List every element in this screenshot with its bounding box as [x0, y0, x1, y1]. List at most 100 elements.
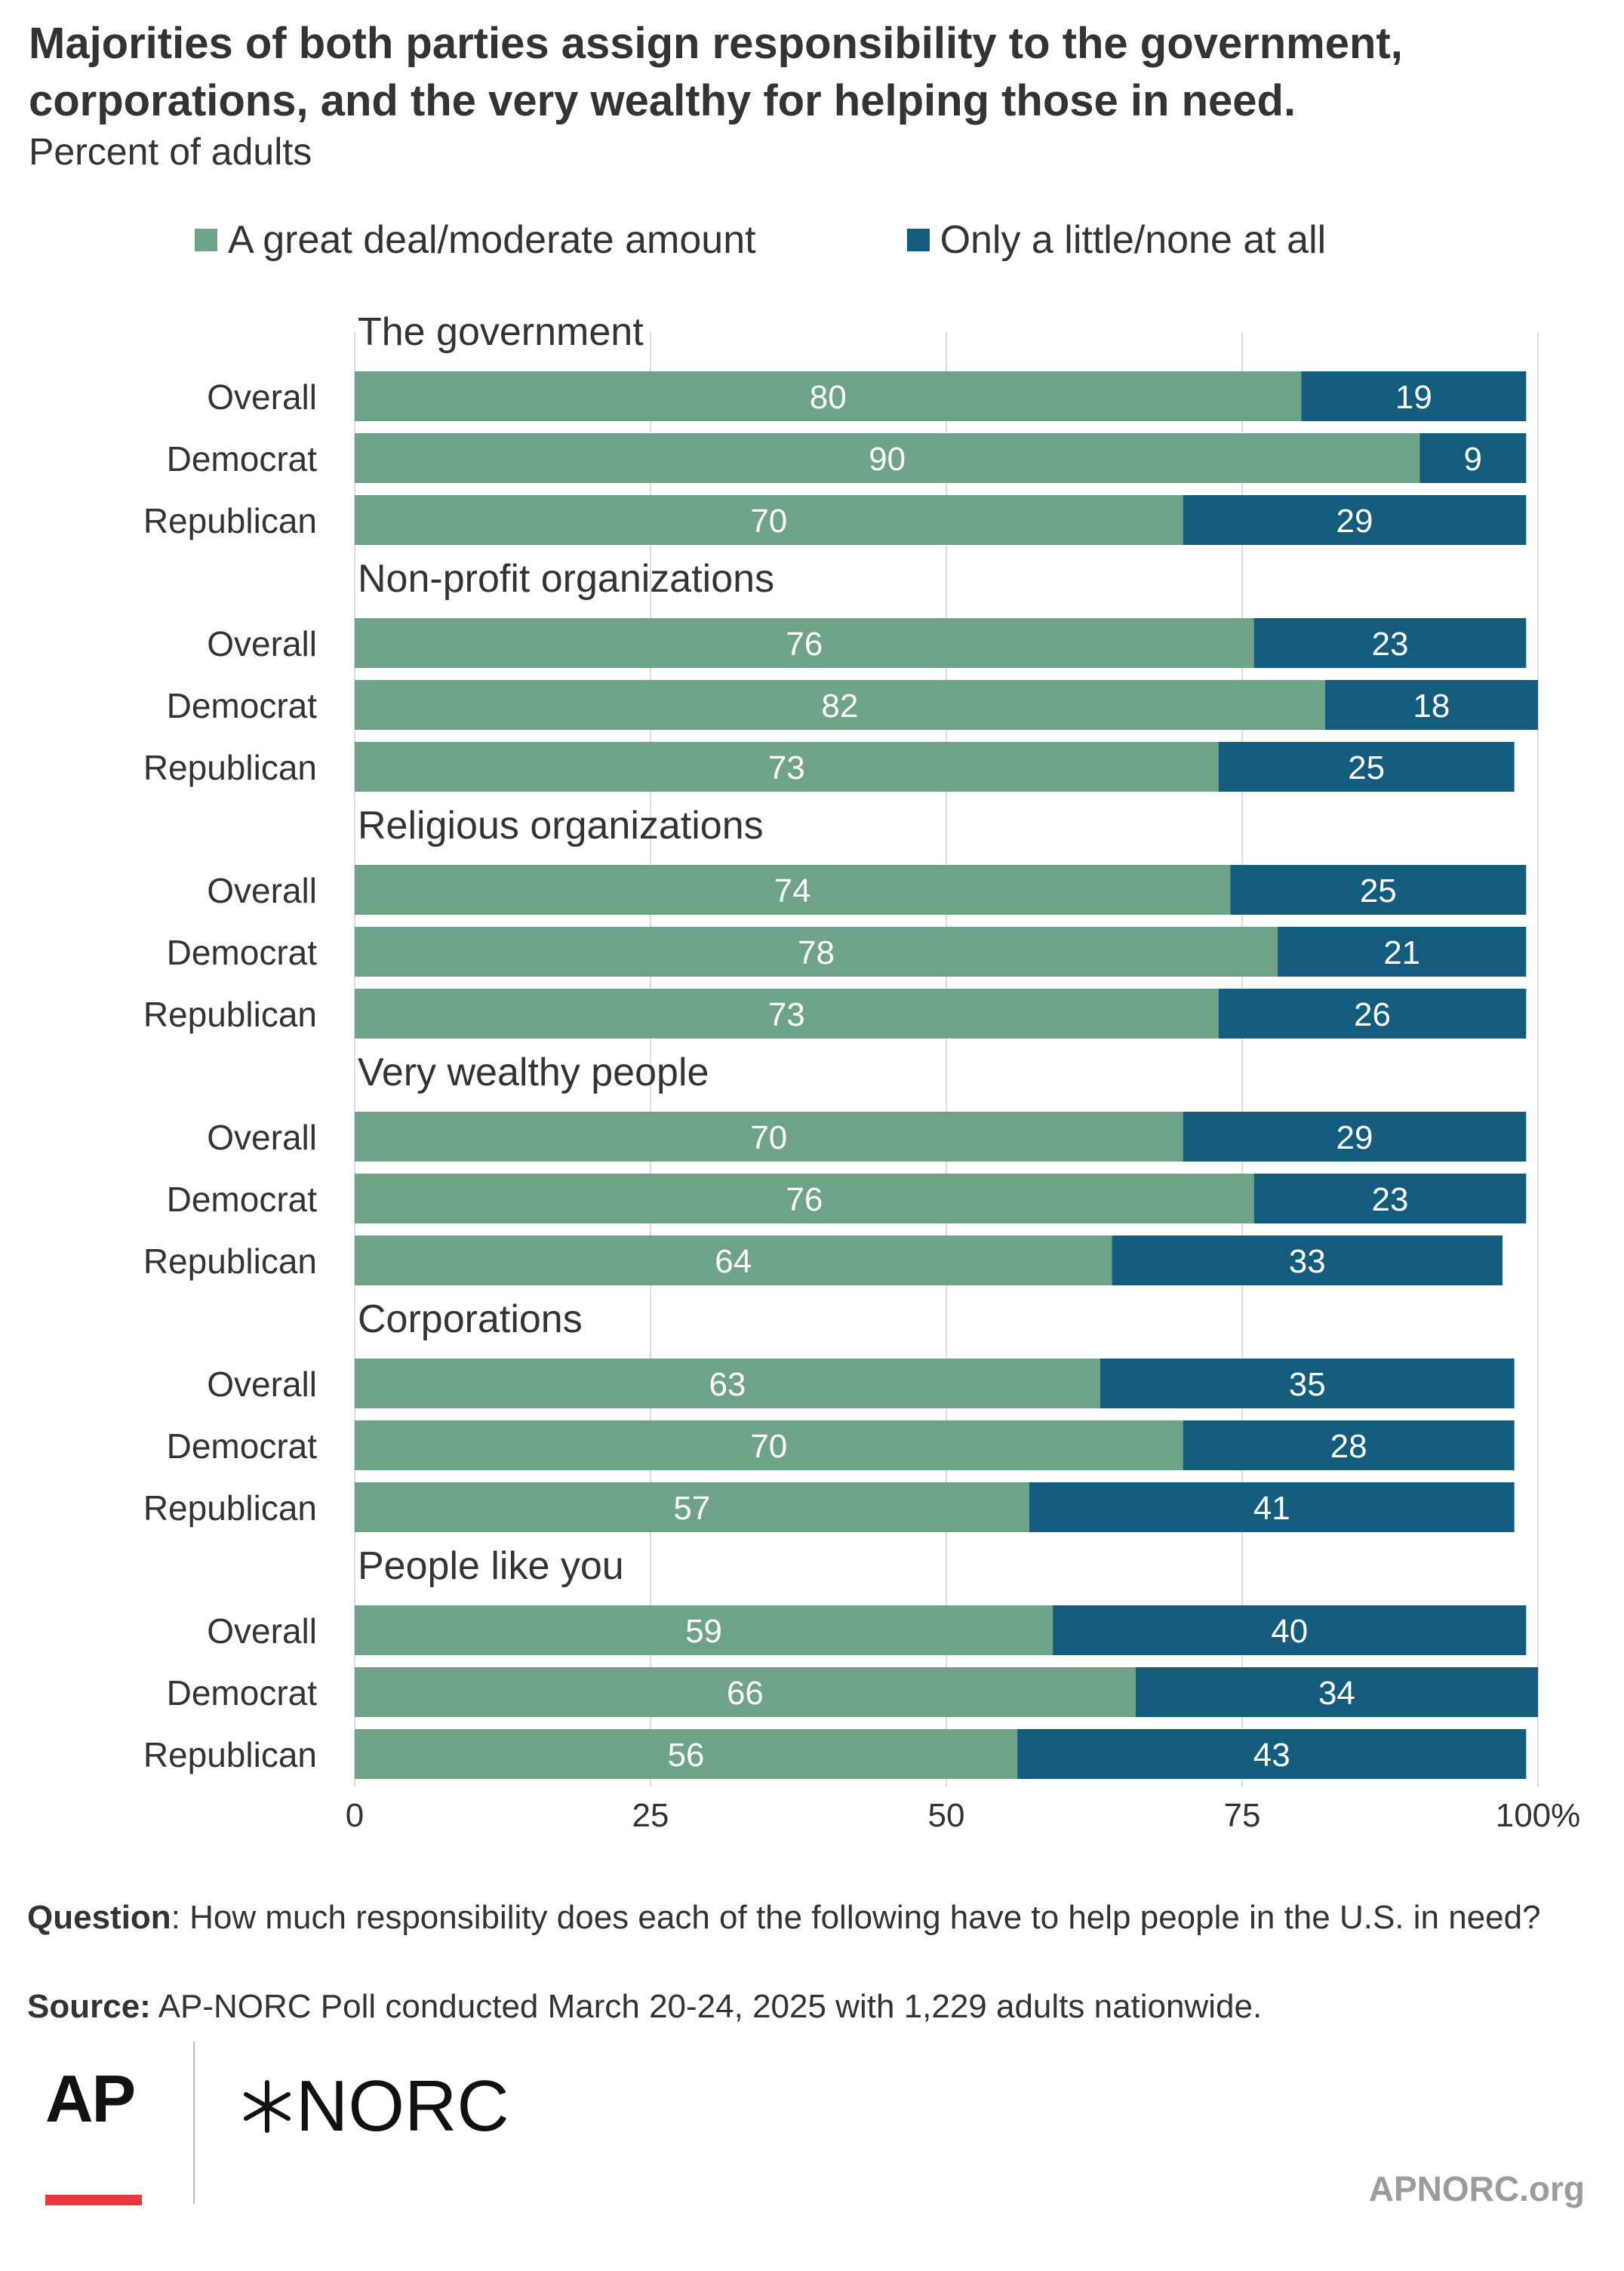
legend-item-little-none: Only a little/none at all [906, 217, 1327, 263]
data-label: 34 [1318, 1675, 1355, 1712]
data-label: 74 [774, 872, 811, 909]
ap-logo: AP [45, 2061, 136, 2136]
bar-segment [1183, 1420, 1515, 1470]
category-label: Overall [207, 1118, 317, 1157]
bar-segment [355, 1605, 1053, 1655]
data-label: 64 [715, 1243, 752, 1280]
stacked-bar-chart: 0 25 50 75 100% The government Overall 80 19 Demo… [143, 310, 1581, 1834]
category-label: Democrat [167, 1673, 318, 1712]
data-label: 9 [1464, 441, 1482, 478]
norc-logo-text: NORC [296, 2066, 509, 2146]
data-label: 56 [668, 1737, 705, 1774]
data-label: 18 [1413, 688, 1450, 725]
bar-segment [355, 1174, 1254, 1223]
data-label: 29 [1336, 1119, 1373, 1156]
bar-segment [1253, 618, 1527, 668]
source-text: AP-NORC Poll conducted March 20-24, 2025… [150, 1988, 1263, 2025]
group-label: The government [358, 310, 644, 354]
data-label: 26 [1354, 996, 1391, 1033]
bar-segment [1029, 1482, 1515, 1532]
category-label: Overall [207, 1611, 317, 1651]
category-label: Overall [207, 624, 317, 663]
category-label: Democrat [167, 1180, 318, 1219]
data-label: 70 [750, 1119, 787, 1156]
bar-segment [355, 1420, 1183, 1470]
data-label: 70 [750, 503, 787, 540]
bar-segment [1183, 1112, 1527, 1162]
bar-segment [1419, 433, 1527, 483]
category-label: Democrat [167, 1426, 318, 1466]
bar-segment [355, 433, 1420, 483]
data-label: 76 [786, 626, 823, 663]
category-label: Overall [207, 377, 317, 417]
group-label: Non-profit organizations [358, 557, 774, 601]
bar-segment [355, 680, 1325, 730]
bar-segment [355, 927, 1278, 977]
bar-segment [355, 989, 1219, 1039]
question-note: Question: How much responsibility does e… [27, 1896, 1597, 1940]
category-label: Democrat [167, 686, 318, 725]
legend-label-little-none: Only a little/none at all [940, 218, 1327, 262]
data-label: 82 [821, 688, 858, 725]
bar-segment [1135, 1667, 1538, 1717]
category-label: Republican [143, 748, 317, 787]
category-label: Republican [143, 1488, 317, 1528]
bar-segment [355, 1729, 1018, 1779]
data-label: 28 [1330, 1428, 1367, 1465]
bar-segment [1218, 989, 1527, 1039]
data-label: 66 [727, 1675, 764, 1712]
source-note: Source: AP-NORC Poll conducted March 20-… [27, 1985, 1597, 2029]
bar-segment [355, 1667, 1136, 1717]
data-label: 23 [1372, 1181, 1409, 1218]
x-tick-label: 100% [1496, 1797, 1581, 1834]
data-label: 33 [1289, 1243, 1326, 1280]
category-label: Republican [143, 1242, 317, 1281]
legend-item-great-deal: A great deal/moderate amount [195, 217, 756, 263]
bar-segment [355, 1359, 1100, 1408]
group-label: Religious organizations [358, 804, 764, 848]
category-label: Democrat [167, 933, 318, 972]
x-tick-label: 75 [1224, 1797, 1261, 1834]
legend-swatch-little-none [906, 229, 930, 251]
bar-segment [355, 742, 1219, 792]
data-label: 35 [1289, 1366, 1326, 1403]
data-label: 21 [1383, 934, 1420, 971]
data-label: 41 [1253, 1490, 1290, 1527]
category-label: Republican [143, 1735, 317, 1774]
data-label: 29 [1336, 503, 1373, 540]
legend: A great deal/moderate amount Only a litt… [195, 215, 1477, 265]
bar-segment [1100, 1359, 1515, 1408]
data-label: 40 [1271, 1613, 1308, 1650]
bar-segment [355, 1112, 1183, 1162]
site-url: APNORC.org [1368, 2169, 1585, 2208]
norc-star-icon [244, 2080, 291, 2133]
chart-subtitle: Percent of adults [29, 131, 312, 173]
bar-segment [355, 865, 1231, 915]
group-label: Corporations [358, 1297, 583, 1341]
x-tick-label: 0 [346, 1797, 364, 1834]
data-label: 25 [1360, 872, 1397, 909]
data-label: 73 [768, 749, 805, 786]
bar-segment [355, 1482, 1029, 1532]
data-label: 19 [1395, 379, 1432, 416]
bar-segment [1278, 927, 1527, 977]
x-tick-label: 50 [928, 1797, 965, 1834]
data-label: 90 [869, 441, 906, 478]
bar-segment [1301, 371, 1527, 421]
logo-divider [193, 2042, 195, 2204]
data-label: 78 [798, 934, 835, 971]
source-label: Source: [27, 1988, 151, 2025]
category-label: Democrat [167, 439, 318, 479]
data-label: 70 [750, 1428, 787, 1465]
bar-segment [355, 1236, 1112, 1285]
bar-segment [1053, 1605, 1527, 1655]
data-label: 59 [685, 1613, 722, 1650]
ap-logo-underline [45, 2195, 142, 2205]
group-label: Very wealthy people [358, 1051, 709, 1094]
data-label: 80 [810, 379, 847, 416]
category-label: Overall [207, 871, 317, 910]
data-label: 43 [1253, 1737, 1290, 1774]
data-label: 63 [709, 1366, 746, 1403]
bar-segment [355, 371, 1302, 421]
bar-segment [355, 618, 1254, 668]
